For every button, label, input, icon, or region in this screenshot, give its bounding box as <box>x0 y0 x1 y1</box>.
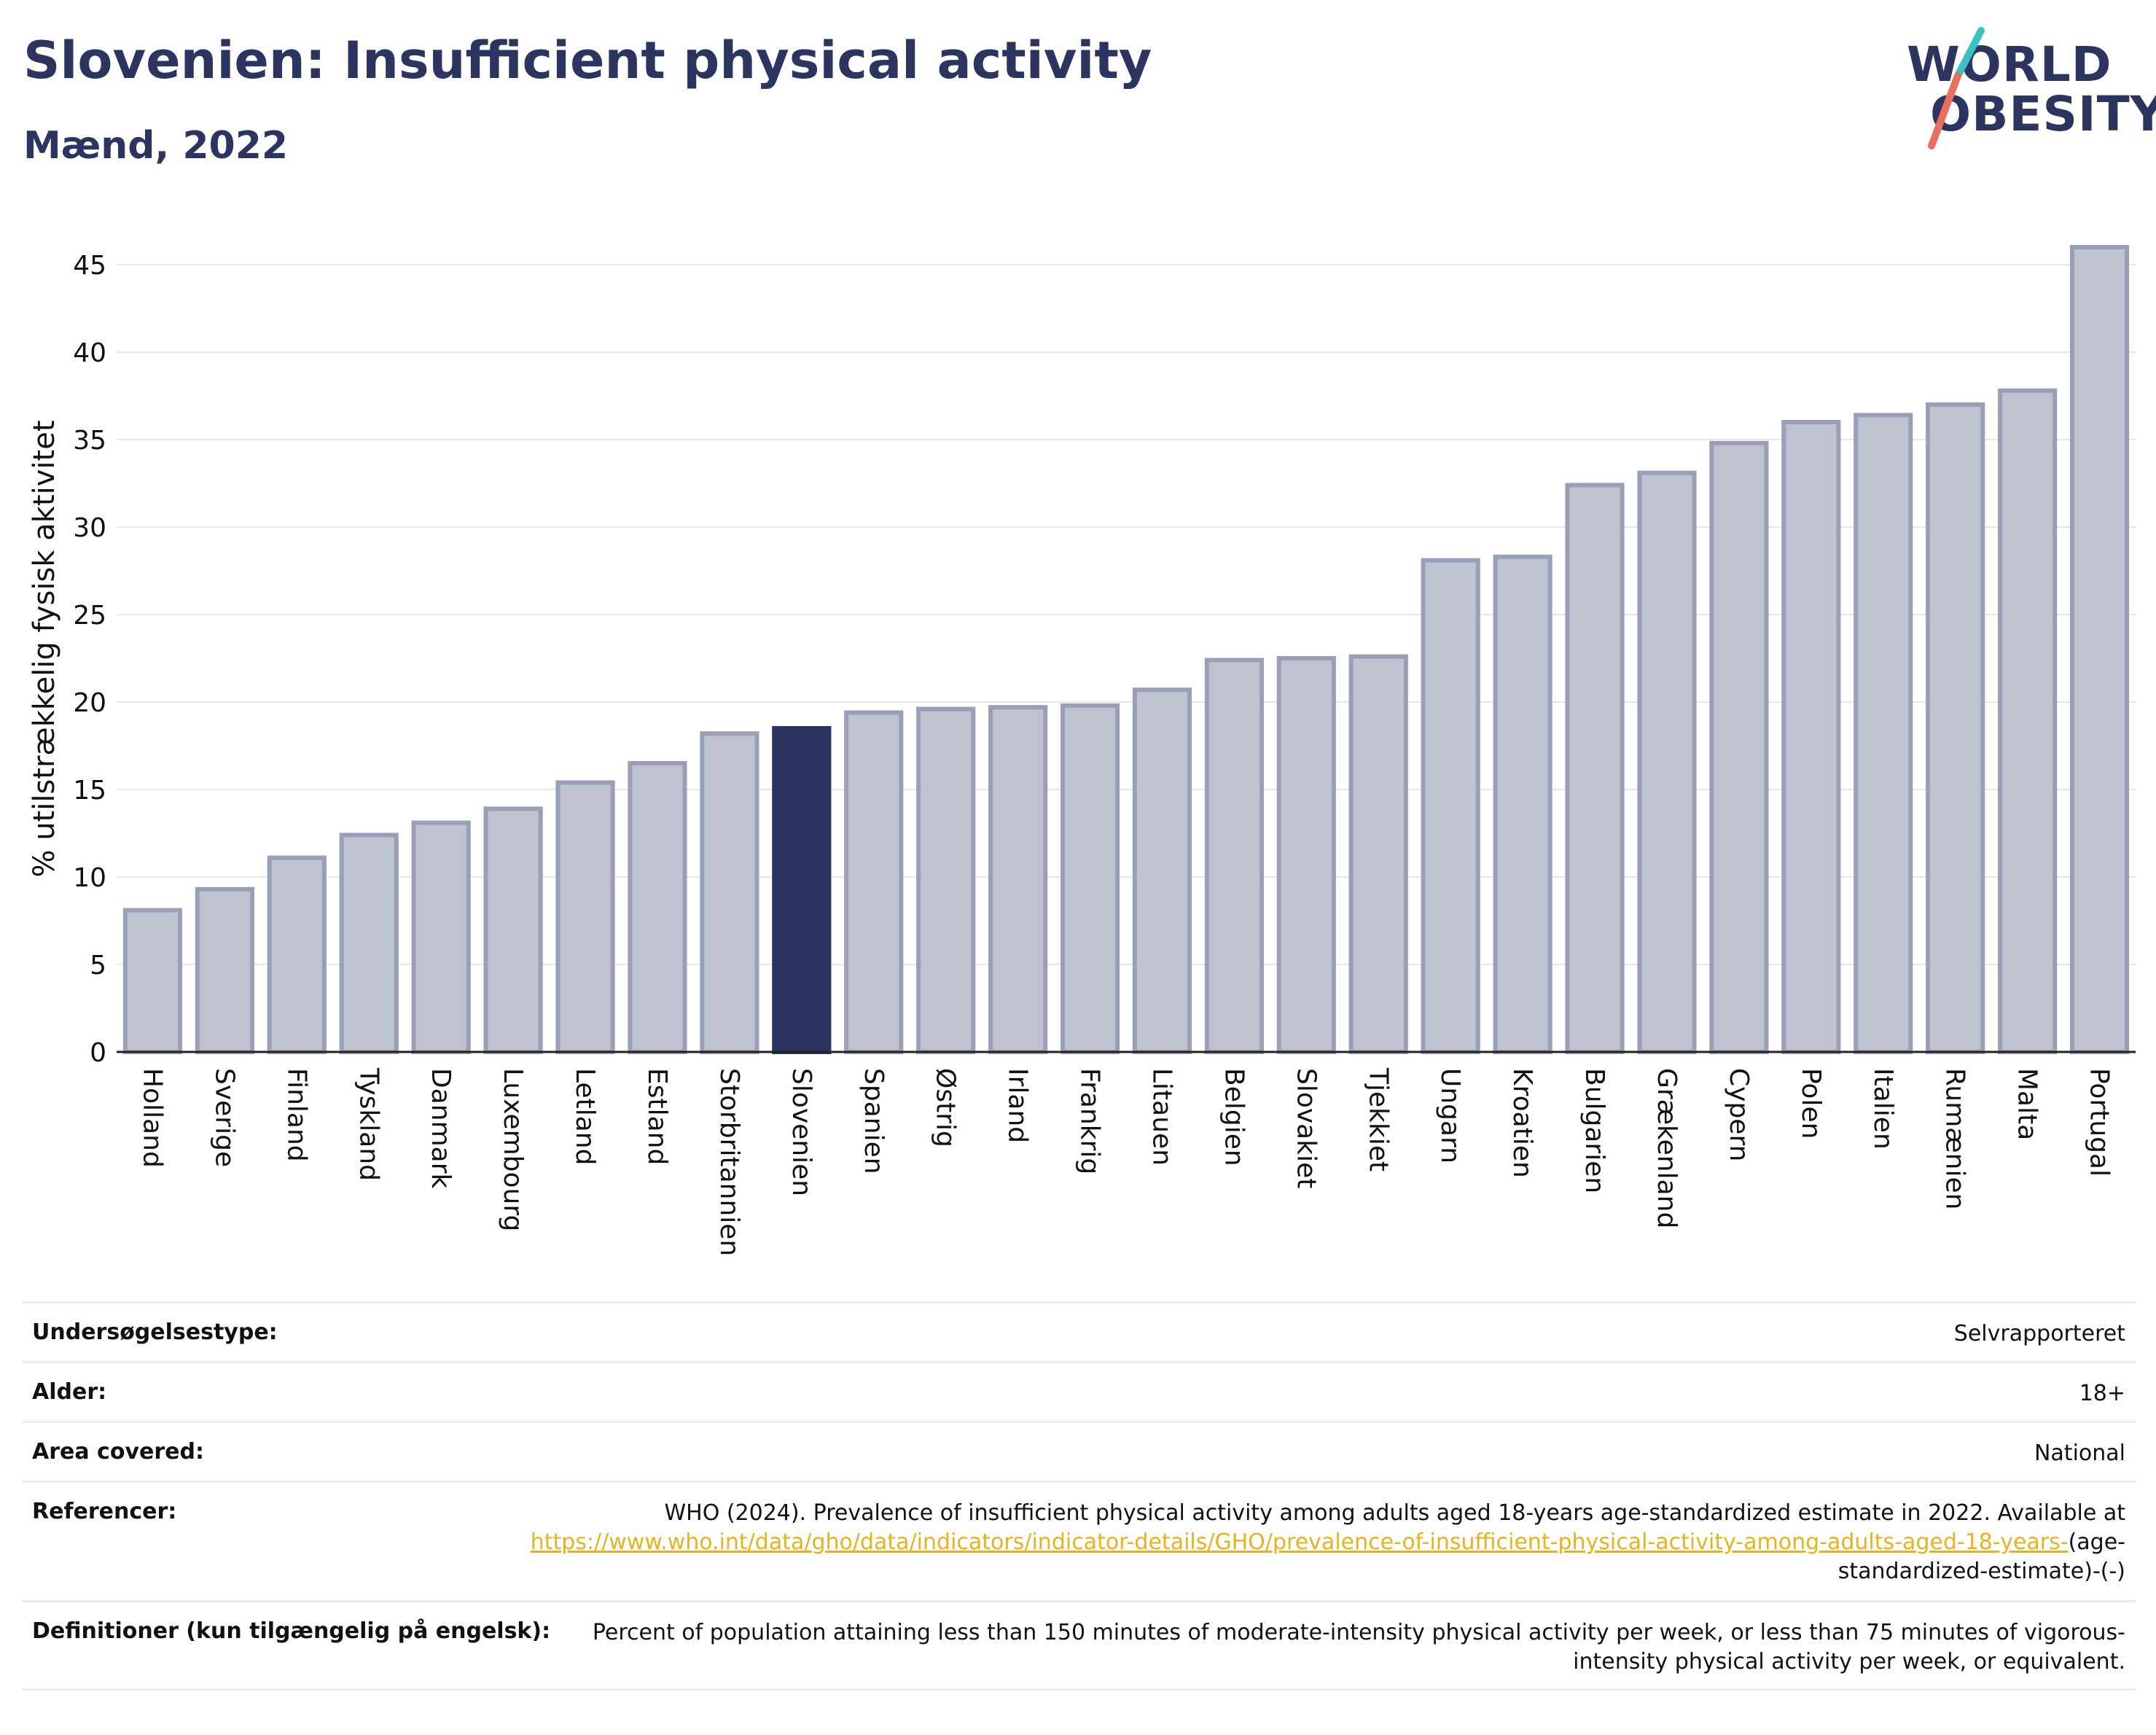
meta-row-survey-type: Undersøgelsestype: Selvrapporteret <box>22 1301 2136 1361</box>
x-tick-label: Luxembourg <box>498 1068 528 1231</box>
bar-litauen <box>1132 687 1192 1054</box>
x-tick-label: Polen <box>1796 1068 1826 1139</box>
bar-irland <box>988 705 1048 1054</box>
bar-spanien <box>844 710 904 1055</box>
axes: 0 5 10 15 20 25 30 35 40 45 Holland Sverige Finland T… <box>73 251 2136 1256</box>
bar-slovakiet <box>1276 656 1336 1054</box>
x-tick-label: Tjekkiet <box>1363 1067 1393 1171</box>
references-tail: (age-standardized-estimate)-(-) <box>1837 1529 2125 1584</box>
bar-italien <box>1854 413 1913 1054</box>
x-tick-label: Storbritannien <box>714 1068 744 1256</box>
bar-polen <box>1781 420 1841 1054</box>
bar-luxembourg <box>483 806 543 1055</box>
meta-row-area: Area covered: National <box>22 1421 2136 1481</box>
definitions-label: Definitioner (kun tilgængelig på engelsk… <box>32 1618 551 1644</box>
y-tick-label: 10 <box>73 863 106 893</box>
x-tick-label: Finland <box>281 1068 311 1162</box>
logo-word-world: WORLD <box>1907 36 2112 93</box>
bar-letland <box>555 780 615 1055</box>
references-link[interactable]: https://www.who.int/data/gho/data/indica… <box>530 1529 2069 1555</box>
logo-slash-icon <box>1928 27 1985 149</box>
y-tick-label: 35 <box>73 426 106 456</box>
y-axis-label: % utilstrækkelig fysisk aktivitet <box>28 420 61 877</box>
x-tick-label: Belgien <box>1219 1068 1249 1166</box>
bars <box>122 245 2130 1055</box>
x-tick-label: Sverige <box>209 1068 239 1167</box>
bar-grækenland <box>1637 470 1697 1055</box>
survey-type-label: Undersøgelsestype: <box>32 1319 278 1345</box>
metadata-table: Undersøgelsestype: Selvrapporteret Alder… <box>22 1301 2136 1691</box>
x-tick-label: Østrig <box>931 1068 961 1147</box>
x-tick-label: Kroatien <box>1507 1068 1537 1178</box>
bar-portugal <box>2069 245 2130 1054</box>
y-tick-label: 20 <box>73 688 106 718</box>
x-tick-label: Slovenien <box>786 1068 816 1196</box>
y-tick-label: 45 <box>73 251 106 281</box>
bar-chart: 0 5 10 15 20 25 30 35 40 45 Holland Sverige Finland T… <box>28 245 2136 1256</box>
bar-slovenien <box>772 726 832 1054</box>
bar-tjekkiet <box>1348 654 1408 1054</box>
y-tick-label: 25 <box>73 601 106 631</box>
bar-bulgarien <box>1565 483 1625 1054</box>
bar-cypern <box>1709 440 1769 1054</box>
x-tick-label: Cypern <box>1724 1068 1754 1161</box>
page-title: Slovenien: Insufficient physical activit… <box>23 31 1152 90</box>
x-tick-label: Bulgarien <box>1579 1068 1609 1193</box>
x-tick-label: Letland <box>570 1068 600 1165</box>
x-tick-label: Holland <box>137 1068 167 1168</box>
y-tick-label: 5 <box>90 951 106 980</box>
meta-row-age: Alder: 18+ <box>22 1361 2136 1421</box>
y-tick-label: 30 <box>73 513 106 543</box>
definitions-value: Percent of population attaining less tha… <box>592 1620 2125 1674</box>
x-tick-label: Ungarn <box>1435 1068 1465 1163</box>
x-tick-label: Rumænien <box>1940 1068 1970 1209</box>
bar-finland <box>267 855 327 1054</box>
bar-kroatien <box>1493 554 1552 1054</box>
x-tick-label: Grækenland <box>1652 1068 1682 1228</box>
x-tick-label: Frankrig <box>1075 1068 1105 1174</box>
references-label: Referencer: <box>32 1499 177 1524</box>
bar-belgien <box>1204 658 1264 1054</box>
y-tick-label: 15 <box>73 776 106 806</box>
logo-word-obesity: OBESITY <box>1930 86 2156 142</box>
y-tick-label: 0 <box>90 1038 106 1068</box>
references-value: WHO (2024). Prevalence of insufficient p… <box>522 1499 2125 1586</box>
area-value: National <box>2034 1440 2125 1466</box>
bar-rumænien <box>1926 402 1985 1054</box>
y-tick-label: 40 <box>73 338 106 368</box>
bar-sverige <box>195 886 254 1054</box>
area-label: Area covered: <box>32 1439 204 1465</box>
world-obesity-logo: WORLD OBESITY <box>1895 22 2156 153</box>
x-tick-label: Estland <box>642 1068 672 1165</box>
bar-ungarn <box>1421 558 1480 1055</box>
bar-tyskland <box>339 833 399 1055</box>
x-tick-label: Malta <box>2012 1068 2042 1140</box>
x-tick-label: Portugal <box>2085 1068 2114 1177</box>
age-label: Alder: <box>32 1379 107 1405</box>
age-value: 18+ <box>2079 1381 2125 1406</box>
bar-malta <box>1998 388 2058 1054</box>
bar-danmark <box>411 820 471 1054</box>
bar-holland <box>122 908 183 1054</box>
meta-row-definitions: Definitioner (kun tilgængelig på engelsk… <box>22 1600 2136 1691</box>
x-tick-label: Tyskland <box>354 1067 383 1181</box>
x-tick-label: Danmark <box>426 1068 456 1189</box>
survey-type-value: Selvrapporteret <box>1953 1321 2125 1346</box>
references-text: WHO (2024). Prevalence of insufficient p… <box>664 1500 2125 1526</box>
page-subtitle: Mænd, 2022 <box>23 124 289 168</box>
x-tick-label: Spanien <box>859 1068 888 1174</box>
meta-row-references: Referencer: WHO (2024). Prevalence of in… <box>22 1481 2136 1600</box>
x-tick-label: Slovakiet <box>1291 1068 1321 1188</box>
x-tick-label: Italien <box>1868 1068 1898 1150</box>
x-tick-label: Litauen <box>1147 1068 1176 1166</box>
x-tick-label: Irland <box>1003 1068 1033 1143</box>
bar-estland <box>628 761 687 1054</box>
bar-frankrig <box>1060 703 1120 1054</box>
bar-storbritannien <box>700 731 759 1054</box>
bar-østrig <box>916 706 976 1054</box>
